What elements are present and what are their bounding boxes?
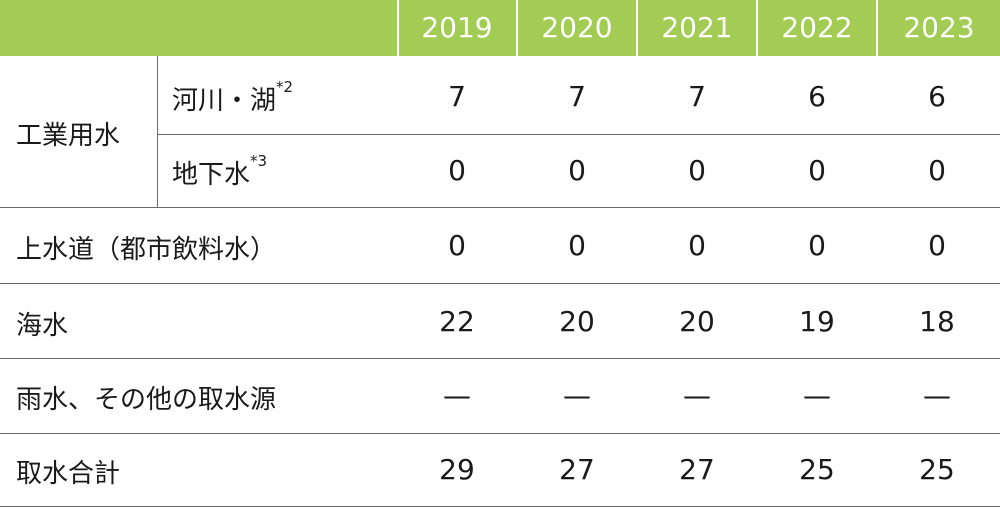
footnote-mark: *2	[276, 78, 294, 96]
row-divider	[158, 134, 1000, 135]
header-divider	[636, 0, 638, 56]
table-cell: 0	[928, 229, 946, 262]
table-cell: —	[563, 379, 591, 412]
table-cell: 0	[688, 229, 706, 262]
table-cell: 0	[448, 229, 466, 262]
table-cell: 25	[799, 453, 835, 486]
header-divider	[397, 0, 399, 56]
table-cell: 29	[439, 453, 475, 486]
row-label-rivers-lakes: 河川・湖*2	[172, 78, 294, 117]
year-header-2023: 2023	[903, 11, 975, 44]
table-cell: 19	[799, 305, 835, 338]
table-cell: 20	[559, 305, 595, 338]
table-cell: —	[923, 379, 951, 412]
row-divider	[0, 506, 1000, 507]
row-divider	[0, 207, 1000, 208]
row-label-municipal: 上水道（都市飲料水）	[16, 235, 277, 265]
rivers-lakes-text: 河川・湖	[172, 86, 277, 116]
header-divider	[516, 0, 518, 56]
table-cell: 18	[919, 305, 955, 338]
table-cell: 0	[808, 229, 826, 262]
row-label-industrial: 工業用水	[16, 121, 121, 151]
table-cell: —	[683, 379, 711, 412]
table-cell: 20	[679, 305, 715, 338]
year-header-2021: 2021	[661, 11, 733, 44]
table-cell: 25	[919, 453, 955, 486]
header-divider	[876, 0, 878, 56]
table-cell: —	[443, 379, 471, 412]
year-header-2019: 2019	[421, 11, 493, 44]
table-cell: 6	[808, 80, 826, 113]
table-cell: 0	[448, 154, 466, 187]
table-cell: 27	[679, 453, 715, 486]
row-divider	[0, 433, 1000, 434]
table-cell: 22	[439, 305, 475, 338]
table-cell: 0	[568, 154, 586, 187]
table-header	[0, 0, 1000, 56]
row-label-other-sources: 雨水、その他の取水源	[16, 385, 277, 415]
table-cell: 7	[568, 80, 586, 113]
table-cell: 6	[928, 80, 946, 113]
table-cell: 0	[808, 154, 826, 187]
row-label-groundwater: 地下水*3	[172, 152, 268, 191]
table-cell: —	[803, 379, 831, 412]
footnote-mark: *3	[250, 152, 268, 170]
row-divider	[0, 283, 1000, 284]
row-label-total: 取水合計	[16, 459, 121, 489]
year-header-2020: 2020	[541, 11, 613, 44]
row-label-seawater: 海水	[16, 311, 69, 341]
groundwater-text: 地下水	[172, 160, 251, 190]
table-cell: 0	[688, 154, 706, 187]
header-divider	[756, 0, 758, 56]
table-cell: 7	[688, 80, 706, 113]
column-divider	[157, 56, 158, 207]
year-header-2022: 2022	[781, 11, 853, 44]
table-cell: 7	[448, 80, 466, 113]
table-cell: 0	[928, 154, 946, 187]
table-cell: 27	[559, 453, 595, 486]
table-cell: 0	[568, 229, 586, 262]
row-divider	[0, 358, 1000, 359]
